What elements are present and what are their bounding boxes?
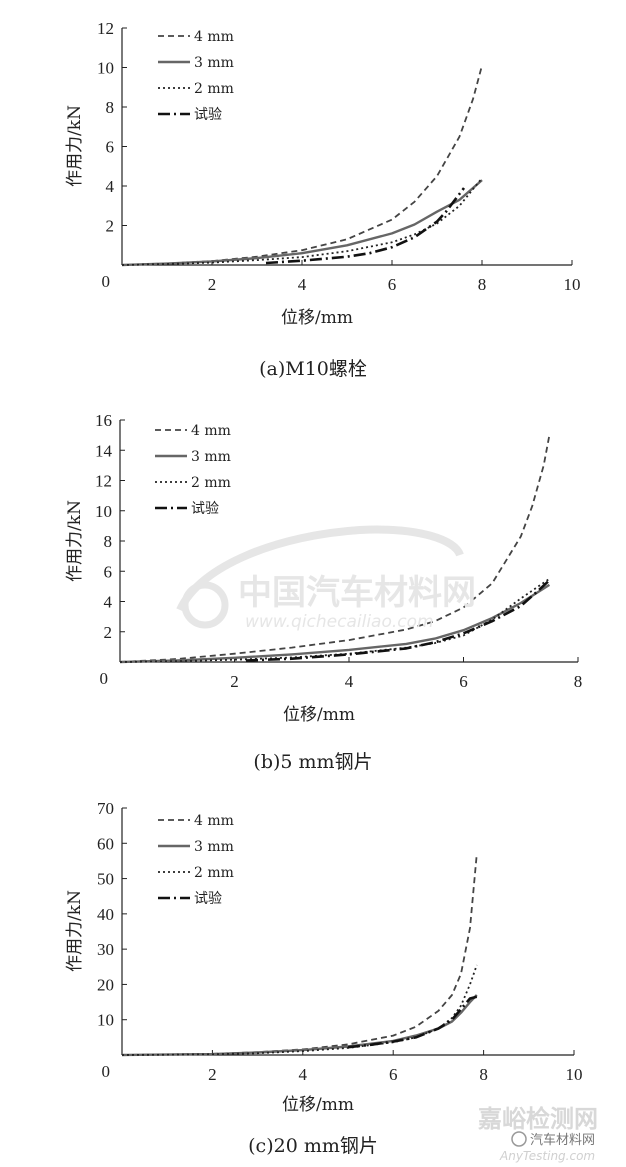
y-tick-label: 20 [97, 975, 114, 994]
y-tick-label: 10 [97, 59, 114, 78]
wechat-icon [511, 1131, 527, 1147]
y-tick-label: 40 [97, 905, 114, 924]
x-tick-label: 2 [230, 672, 239, 691]
y-tick-label: 12 [97, 19, 114, 38]
watermark-car-icon [176, 525, 464, 612]
panel-caption: (a)M10螺栓 [259, 358, 367, 380]
x-tick-label: 8 [479, 1065, 488, 1084]
series-line [121, 964, 478, 1056]
series-line [245, 579, 551, 662]
watermark-center: 中国汽车材料网 www.qichecailiao.com [176, 525, 476, 632]
watermark-center-url: www.qichecailiao.com [245, 612, 434, 632]
x-axis-label: 位移/mm [283, 705, 355, 725]
legend-label: 4 mm [191, 423, 231, 439]
y-tick-label: 10 [95, 502, 112, 521]
watermark-br-tag: 汽车材料网 [530, 1132, 595, 1148]
series-line [265, 187, 466, 265]
watermark-br-url: AnyTesting.com [499, 1149, 595, 1163]
x-tick-label: 2 [208, 275, 217, 294]
x-tick-label: 10 [566, 1065, 583, 1084]
y-axis-label: 作用力/kN [65, 500, 85, 582]
watermark-center-text: 中国汽车材料网 [238, 573, 476, 613]
x-tick-label: 2 [208, 1065, 217, 1084]
chart-panel-a: 2 4 6 8 10 2 4 6 8 10 12 0 位移/mm 作用力/kN (a)M10螺栓 4 mm 3 … [65, 19, 581, 380]
y-tick-label: 50 [97, 870, 114, 889]
series-line [119, 434, 551, 663]
legend-label: 4 mm [194, 813, 234, 829]
series-line [121, 177, 483, 266]
y-tick-label: 10 [97, 1011, 114, 1030]
y-tick-label: 12 [95, 472, 112, 491]
series-line [347, 995, 478, 1049]
y-tick-label: 2 [106, 217, 115, 236]
x-tick-label: 6 [389, 1065, 398, 1084]
y-tick-label: 6 [104, 562, 113, 581]
series-line [121, 994, 478, 1057]
origin-label: 0 [102, 272, 111, 291]
legend-label: 试验 [191, 501, 219, 517]
panel-caption: (b)5 mm钢片 [253, 751, 372, 773]
y-tick-label: 16 [95, 411, 112, 430]
series-line [119, 583, 551, 664]
y-tick-label: 4 [104, 593, 113, 612]
series-line [121, 179, 483, 267]
x-tick-label: 6 [388, 275, 397, 294]
y-tick-label: 8 [104, 532, 113, 551]
chart-panel-b: 2 4 6 8 2 4 6 8 10 12 14 16 0 位移/mm 作用力/kN (b)5 mm钢片 4 m… [65, 411, 582, 773]
x-tick-label: 8 [478, 275, 487, 294]
y-tick-label: 14 [95, 441, 113, 460]
chart-panel-c: 2 4 6 8 10 10 20 30 40 50 60 70 0 位移/mm 作用力/kN (c)20 mm… [65, 799, 583, 1157]
legend-label: 3 mm [194, 839, 234, 855]
series-line [121, 853, 478, 1056]
y-tick-label: 4 [106, 177, 115, 196]
x-tick-label: 10 [564, 275, 581, 294]
legend-label: 3 mm [194, 55, 234, 71]
x-tick-label: 4 [299, 1065, 308, 1084]
legend-label: 2 mm [194, 865, 234, 881]
x-tick-label: 4 [345, 672, 354, 691]
watermark-logo-icon [181, 581, 229, 629]
legend-label: 试验 [194, 891, 222, 907]
legend-label: 2 mm [194, 81, 234, 97]
y-axis-label: 作用力/kN [65, 105, 85, 187]
y-tick-label: 8 [106, 98, 115, 117]
watermark-bottom-right: 嘉峪检测网 AnyTesting.com 汽车材料网 [478, 1105, 598, 1163]
y-axis-label: 作用力/kN [65, 890, 85, 972]
y-tick-label: 6 [106, 138, 115, 157]
y-tick-label: 60 [97, 834, 114, 853]
y-tick-label: 70 [97, 799, 114, 818]
x-axis-label: 位移/mm [281, 308, 353, 328]
legend-label: 2 mm [191, 475, 231, 491]
origin-label: 0 [100, 669, 109, 688]
legend-label: 3 mm [191, 449, 231, 465]
watermark-br-text: 嘉峪检测网 [478, 1105, 598, 1133]
series-line [121, 65, 483, 266]
y-tick-label: 30 [97, 940, 114, 959]
legend-label: 试验 [194, 107, 222, 123]
x-axis-label: 位移/mm [282, 1095, 354, 1115]
origin-label: 0 [102, 1062, 111, 1081]
legend-label: 4 mm [194, 29, 234, 45]
y-tick-label: 2 [104, 623, 113, 642]
x-tick-label: 4 [298, 275, 307, 294]
panel-caption: (c)20 mm钢片 [248, 1135, 378, 1157]
x-tick-label: 6 [459, 672, 468, 691]
x-tick-label: 8 [574, 672, 583, 691]
